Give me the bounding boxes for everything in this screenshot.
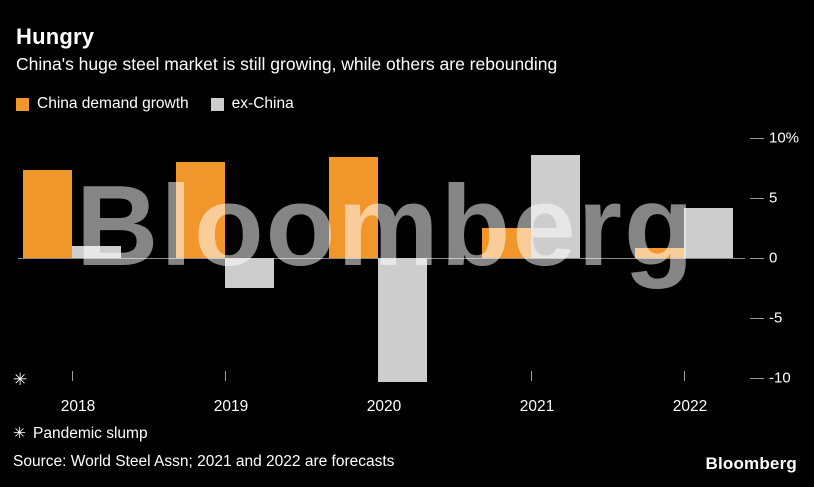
y-axis-label: 0 — [769, 249, 778, 267]
x-axis-label: 2020 — [366, 398, 402, 415]
x-axis-label: 2021 — [519, 398, 555, 415]
legend-swatch-exchina — [210, 97, 224, 111]
legend-item-china: China demand growth — [16, 95, 189, 113]
bar-2018-ex-china — [72, 246, 121, 258]
source-line: Source: World Steel Assn; 2021 and 2022 … — [13, 453, 395, 470]
footnote-text: Pandemic slump — [33, 425, 148, 442]
pandemic-marker-icon: ✳ — [13, 370, 28, 389]
y-axis-tick — [750, 198, 764, 199]
y-axis-label: 5 — [769, 189, 778, 207]
bar-2020-ex-china — [378, 258, 427, 382]
bar-2021-china — [482, 228, 531, 258]
y-axis-tick — [750, 318, 764, 319]
x-axis-tick — [225, 371, 226, 381]
bar-2022-china — [635, 248, 684, 258]
legend-label-china: China demand growth — [37, 95, 189, 112]
bar-2022-ex-china — [684, 207, 733, 258]
bloomberg-logo: Bloomberg — [705, 454, 797, 473]
bar-2019-ex-china — [225, 258, 274, 288]
x-axis-label: 2019 — [213, 398, 249, 415]
y-axis-label: -10 — [769, 369, 791, 387]
y-axis-label: 10% — [769, 129, 800, 147]
legend-swatch-china — [16, 97, 29, 111]
x-axis-tick — [684, 371, 685, 381]
footnote-marker-icon: ✳ — [13, 425, 26, 442]
legend-item-exchina: ex-China — [210, 95, 294, 113]
bar-2018-china — [23, 170, 72, 258]
chart-subtitle: China's huge steel market is still growi… — [16, 54, 558, 74]
x-axis-label: 2018 — [60, 398, 96, 415]
y-axis-tick — [750, 138, 764, 139]
x-axis-tick — [72, 371, 73, 381]
footnote: ✳ Pandemic slump — [13, 424, 148, 443]
y-axis-tick — [750, 258, 764, 259]
legend-label-exchina: ex-China — [231, 95, 294, 112]
y-axis-label: -5 — [769, 309, 783, 327]
legend: China demand growth ex-China — [16, 95, 294, 113]
bar-2019-china — [176, 162, 225, 258]
bar-2020-china — [329, 157, 378, 258]
y-axis-tick — [750, 378, 764, 379]
bar-2021-ex-china — [531, 154, 580, 258]
chart-title: Hungry — [16, 24, 95, 49]
x-axis-tick — [531, 371, 532, 381]
x-axis-label: 2022 — [672, 398, 708, 415]
